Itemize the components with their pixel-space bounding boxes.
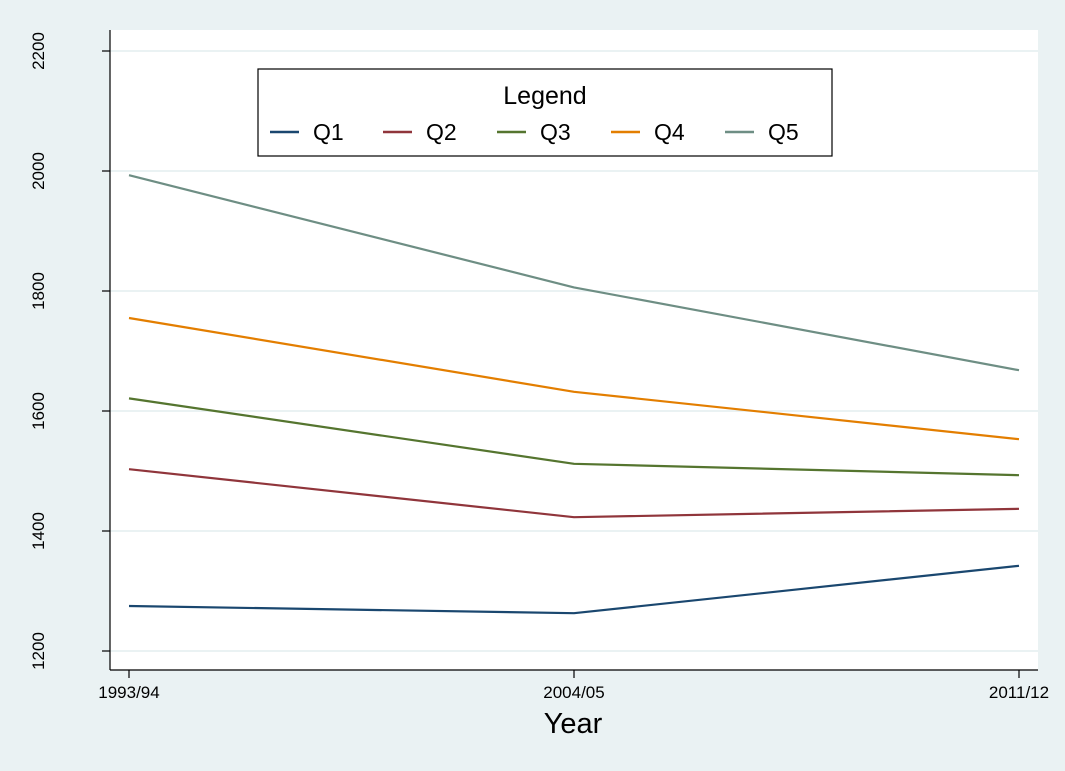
x-tick-label: 1993/94: [98, 683, 159, 702]
legend-item-q1: Q1: [270, 119, 344, 145]
series-line-q2: [128, 468, 1020, 519]
y-tick-label: 1400: [29, 512, 48, 550]
legend-label: Q5: [768, 119, 799, 145]
legend-label: Q1: [313, 119, 344, 145]
y-tick-label: 1600: [29, 392, 48, 430]
legend: Legend Q1 Q2 Q3 Q4 Q5: [257, 68, 833, 157]
legend-label: Q3: [540, 119, 571, 145]
legend-item-q5: Q5: [725, 119, 799, 145]
legend-items: Q1 Q2 Q3 Q4 Q5: [270, 119, 799, 145]
series-line-q1: [128, 564, 1020, 615]
y-tick-label: 2200: [29, 32, 48, 70]
y-tick-label: 1800: [29, 272, 48, 310]
legend-item-q2: Q2: [383, 119, 457, 145]
legend-label: Q4: [654, 119, 685, 145]
gridlines: [110, 50, 1038, 652]
y-tick-label: 1200: [29, 632, 48, 670]
series-line-q5: [128, 174, 1020, 372]
series-line-q3: [128, 397, 1020, 477]
series-lines: [128, 174, 1020, 615]
legend-item-q4: Q4: [611, 119, 685, 145]
x-axis-ticks: 1993/94 2004/05 2011/12: [98, 670, 1049, 702]
legend-title: Legend: [503, 82, 586, 110]
y-axis-ticks: 1200 1400 1600 1800 2000 2200: [29, 32, 110, 670]
x-tick-label: 2011/12: [989, 683, 1049, 702]
legend-item-q3: Q3: [497, 119, 571, 145]
series-line-q4: [128, 316, 1020, 441]
y-tick-label: 2000: [29, 152, 48, 190]
legend-label: Q2: [426, 119, 457, 145]
x-axis-title: Year: [544, 708, 603, 740]
legend-box: [257, 68, 833, 157]
x-tick-label: 2004/05: [543, 683, 604, 702]
